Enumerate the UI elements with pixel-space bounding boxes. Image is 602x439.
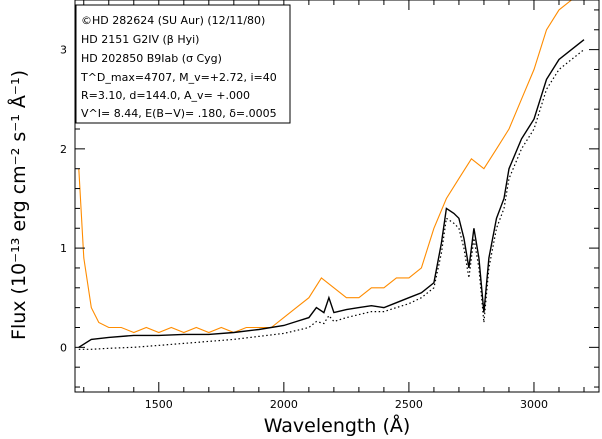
- legend-line-6: V^I= 8.44, E(B−V)= .180, δ=.0005: [81, 107, 277, 120]
- legend-frame: [75, 4, 291, 124]
- series-layer: [78, 0, 585, 350]
- legend-line-3: HD 202850 B9Iab (σ Cyg): [81, 52, 222, 65]
- legend-box: ©HD 282624 (SU Aur) (12/11/80) HD 2151 G…: [75, 4, 291, 124]
- legend-line-5: R=3.10, d=144.0, A_v= +.000: [81, 89, 250, 102]
- series-line-3: [78, 49, 585, 350]
- y-tick-label: 0: [60, 341, 67, 354]
- y-tick-label: 1: [60, 242, 67, 255]
- y-tick-label: 2: [60, 143, 67, 156]
- legend-line-2: HD 2151 G2IV (β Hyi): [81, 33, 199, 46]
- x-axis-title: Wavelength (Å): [264, 414, 411, 437]
- legend-line-4: T^D_max=4707, M_v=+2.72, i=40: [80, 71, 277, 84]
- plot-frame: [74, 0, 600, 393]
- x-tick-label: 3000: [520, 398, 548, 411]
- ticks-layer: 1500 2000 2500 3000 0 1 2 3: [60, 0, 599, 411]
- legend-line-1: ©HD 282624 (SU Aur) (12/11/80): [81, 14, 265, 27]
- series-line-2: [78, 39, 585, 348]
- x-tick-label: 1500: [145, 398, 173, 411]
- y-axis-title: Flux (10⁻¹³ erg cm⁻² s⁻¹ Å⁻¹): [7, 70, 30, 340]
- x-tick-label: 2000: [270, 398, 298, 411]
- x-tick-label: 2500: [395, 398, 423, 411]
- series-line-1: [78, 0, 584, 334]
- y-tick-label: 3: [60, 44, 67, 57]
